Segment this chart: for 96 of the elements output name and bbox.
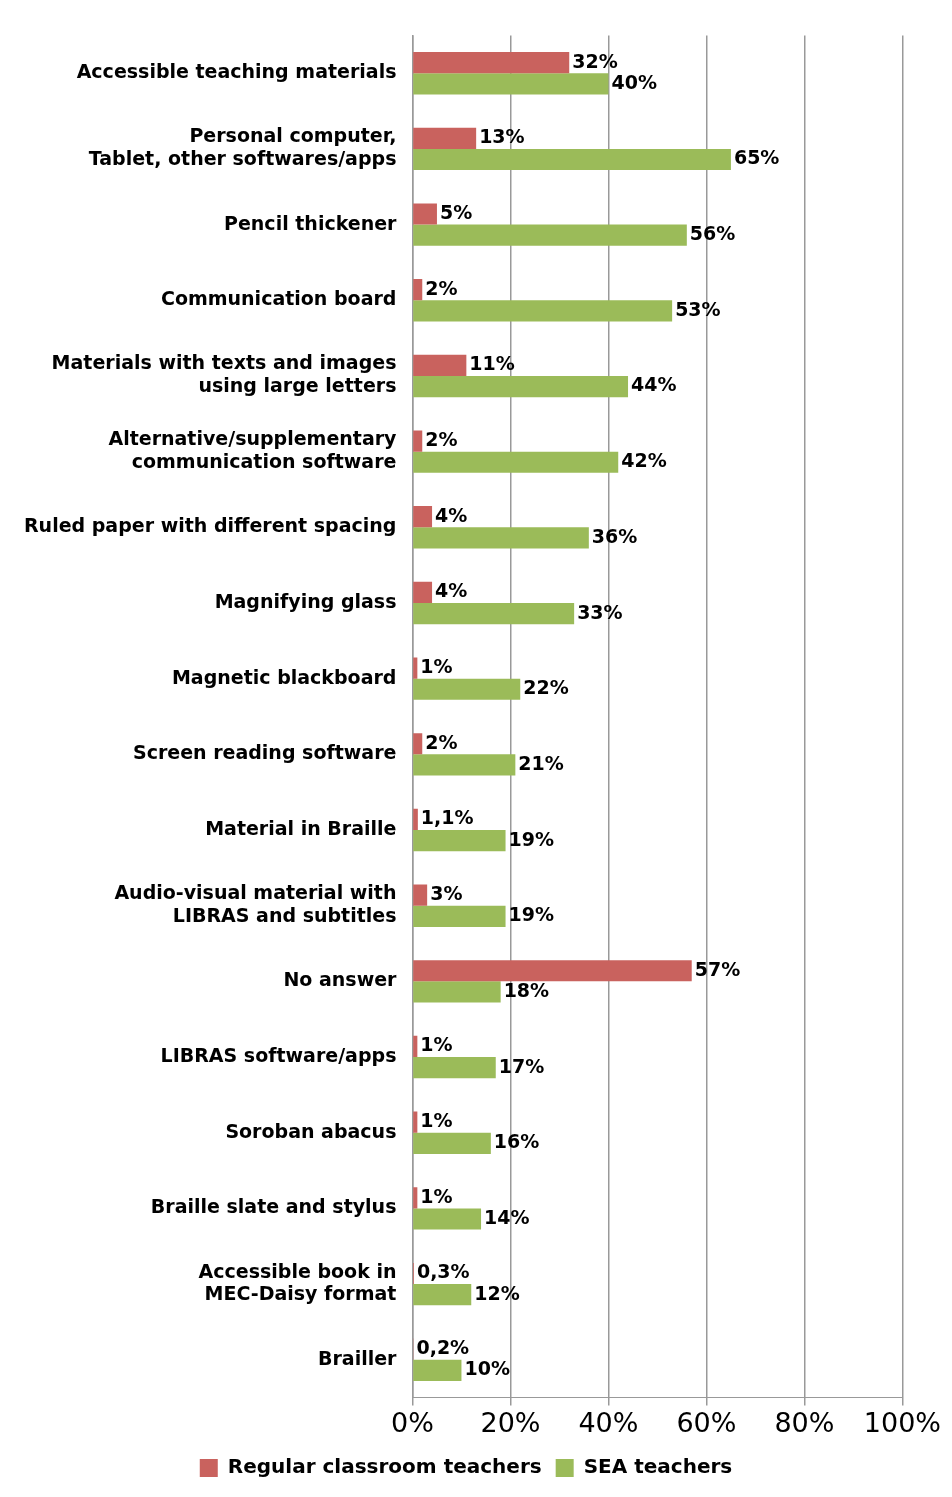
bar [413, 657, 418, 679]
bar [413, 127, 477, 149]
x-tick-label: 60% [676, 1406, 737, 1438]
bar [413, 1208, 482, 1230]
data-label: 44% [631, 373, 677, 396]
x-tick-label: 100% [863, 1406, 942, 1438]
data-label: 40% [611, 70, 657, 93]
bar [413, 1284, 472, 1306]
bar [413, 678, 521, 700]
data-label: 11% [469, 352, 515, 375]
bar [413, 300, 673, 322]
y-tick-label: Ruled paper with different spacing [23, 514, 397, 537]
bar [413, 451, 619, 473]
bar [413, 1111, 418, 1133]
bar [413, 733, 423, 755]
data-label: 0,2% [416, 1336, 470, 1359]
bar [413, 506, 433, 528]
bar [413, 52, 570, 74]
data-label: 33% [577, 600, 623, 623]
data-label: 4% [435, 503, 468, 526]
bar [413, 830, 506, 852]
data-label: 2% [425, 427, 458, 450]
data-label: 19% [508, 903, 555, 926]
legend-label: SEA teachers [583, 1454, 733, 1479]
y-tick-label: Magnetic blackboard [171, 665, 397, 688]
data-label: 57% [694, 957, 741, 980]
bar [413, 1057, 496, 1079]
bar [413, 224, 687, 246]
bar [413, 203, 437, 225]
y-tick-label: Accessible teaching materials [76, 60, 397, 83]
data-label: 18% [503, 978, 550, 1001]
data-label: 17% [498, 1054, 545, 1077]
x-tick-label: 40% [578, 1406, 639, 1438]
data-label: 1% [420, 1033, 453, 1056]
data-label: 14% [484, 1205, 530, 1228]
bar [413, 602, 575, 625]
data-label: 22% [523, 676, 569, 699]
data-label: 12% [474, 1281, 520, 1304]
bar [413, 375, 629, 398]
bar [413, 148, 731, 171]
data-label: 42% [621, 449, 667, 472]
x-tick-label: 20% [480, 1406, 541, 1438]
y-tick-label: Braille slate and stylus [150, 1195, 397, 1218]
bar [413, 884, 428, 906]
x-tick-label: 0% [391, 1406, 434, 1438]
legend-label: Regular classroom teachers [227, 1454, 542, 1479]
data-label: 36% [591, 524, 638, 547]
y-tick-label: Personal computer, Tablet, other softwares/apps [88, 124, 397, 170]
y-tick-label: Materials with texts and images using large letters [51, 351, 397, 397]
bar [413, 905, 506, 927]
data-label: 1% [420, 655, 453, 677]
y-tick-label: Brailler [317, 1346, 398, 1369]
bar [413, 73, 609, 95]
bar [413, 527, 589, 549]
data-label: 13% [479, 125, 525, 148]
y-tick-label: Pencil thickener [224, 211, 398, 234]
y-tick-label: Communication board [160, 287, 397, 310]
data-label: 53% [675, 297, 721, 320]
bar [413, 1359, 462, 1381]
data-label: 2% [425, 730, 458, 753]
y-tick-label: Magnifying glass [214, 589, 397, 612]
data-label: 65% [733, 146, 780, 169]
data-label: 3% [430, 882, 463, 905]
x-tick-label: 80% [774, 1406, 835, 1438]
data-label: 1,1% [420, 806, 474, 829]
y-tick-label: Material in Braille [205, 816, 397, 839]
bar [413, 960, 692, 982]
bar [413, 1187, 418, 1209]
bar [413, 581, 433, 603]
data-label: 56% [689, 222, 736, 245]
data-label: 1% [420, 1184, 453, 1207]
bar [413, 981, 501, 1003]
data-label: 19% [508, 827, 555, 850]
data-label: 21% [518, 751, 564, 774]
bar [413, 1035, 418, 1058]
data-label: 16% [493, 1130, 540, 1153]
y-tick-label: Screen reading software [132, 741, 397, 764]
bar [413, 279, 423, 301]
y-tick-label: No answer [283, 968, 398, 991]
bar [413, 354, 467, 376]
y-tick-label: Soroban abacus [225, 1119, 397, 1142]
data-label: 0,3% [416, 1260, 470, 1283]
bar [413, 1132, 491, 1154]
y-tick-label: Accessible book in MEC-Daisy format [198, 1259, 397, 1305]
data-label: 4% [435, 579, 468, 602]
y-tick-label: LIBRAS software/apps [160, 1043, 397, 1066]
bar [413, 754, 516, 776]
data-label: 1% [420, 1109, 453, 1132]
data-label: 2% [425, 276, 458, 299]
bar [413, 808, 418, 831]
data-label: 5% [439, 200, 473, 223]
data-label: 10% [464, 1357, 510, 1380]
y-tick-label: Audio-visual material with LIBRAS and subtitles [114, 881, 397, 927]
data-label: 32% [572, 49, 618, 72]
bar [413, 430, 423, 452]
y-tick-label: Alternative/supplementary communication software [108, 427, 398, 472]
